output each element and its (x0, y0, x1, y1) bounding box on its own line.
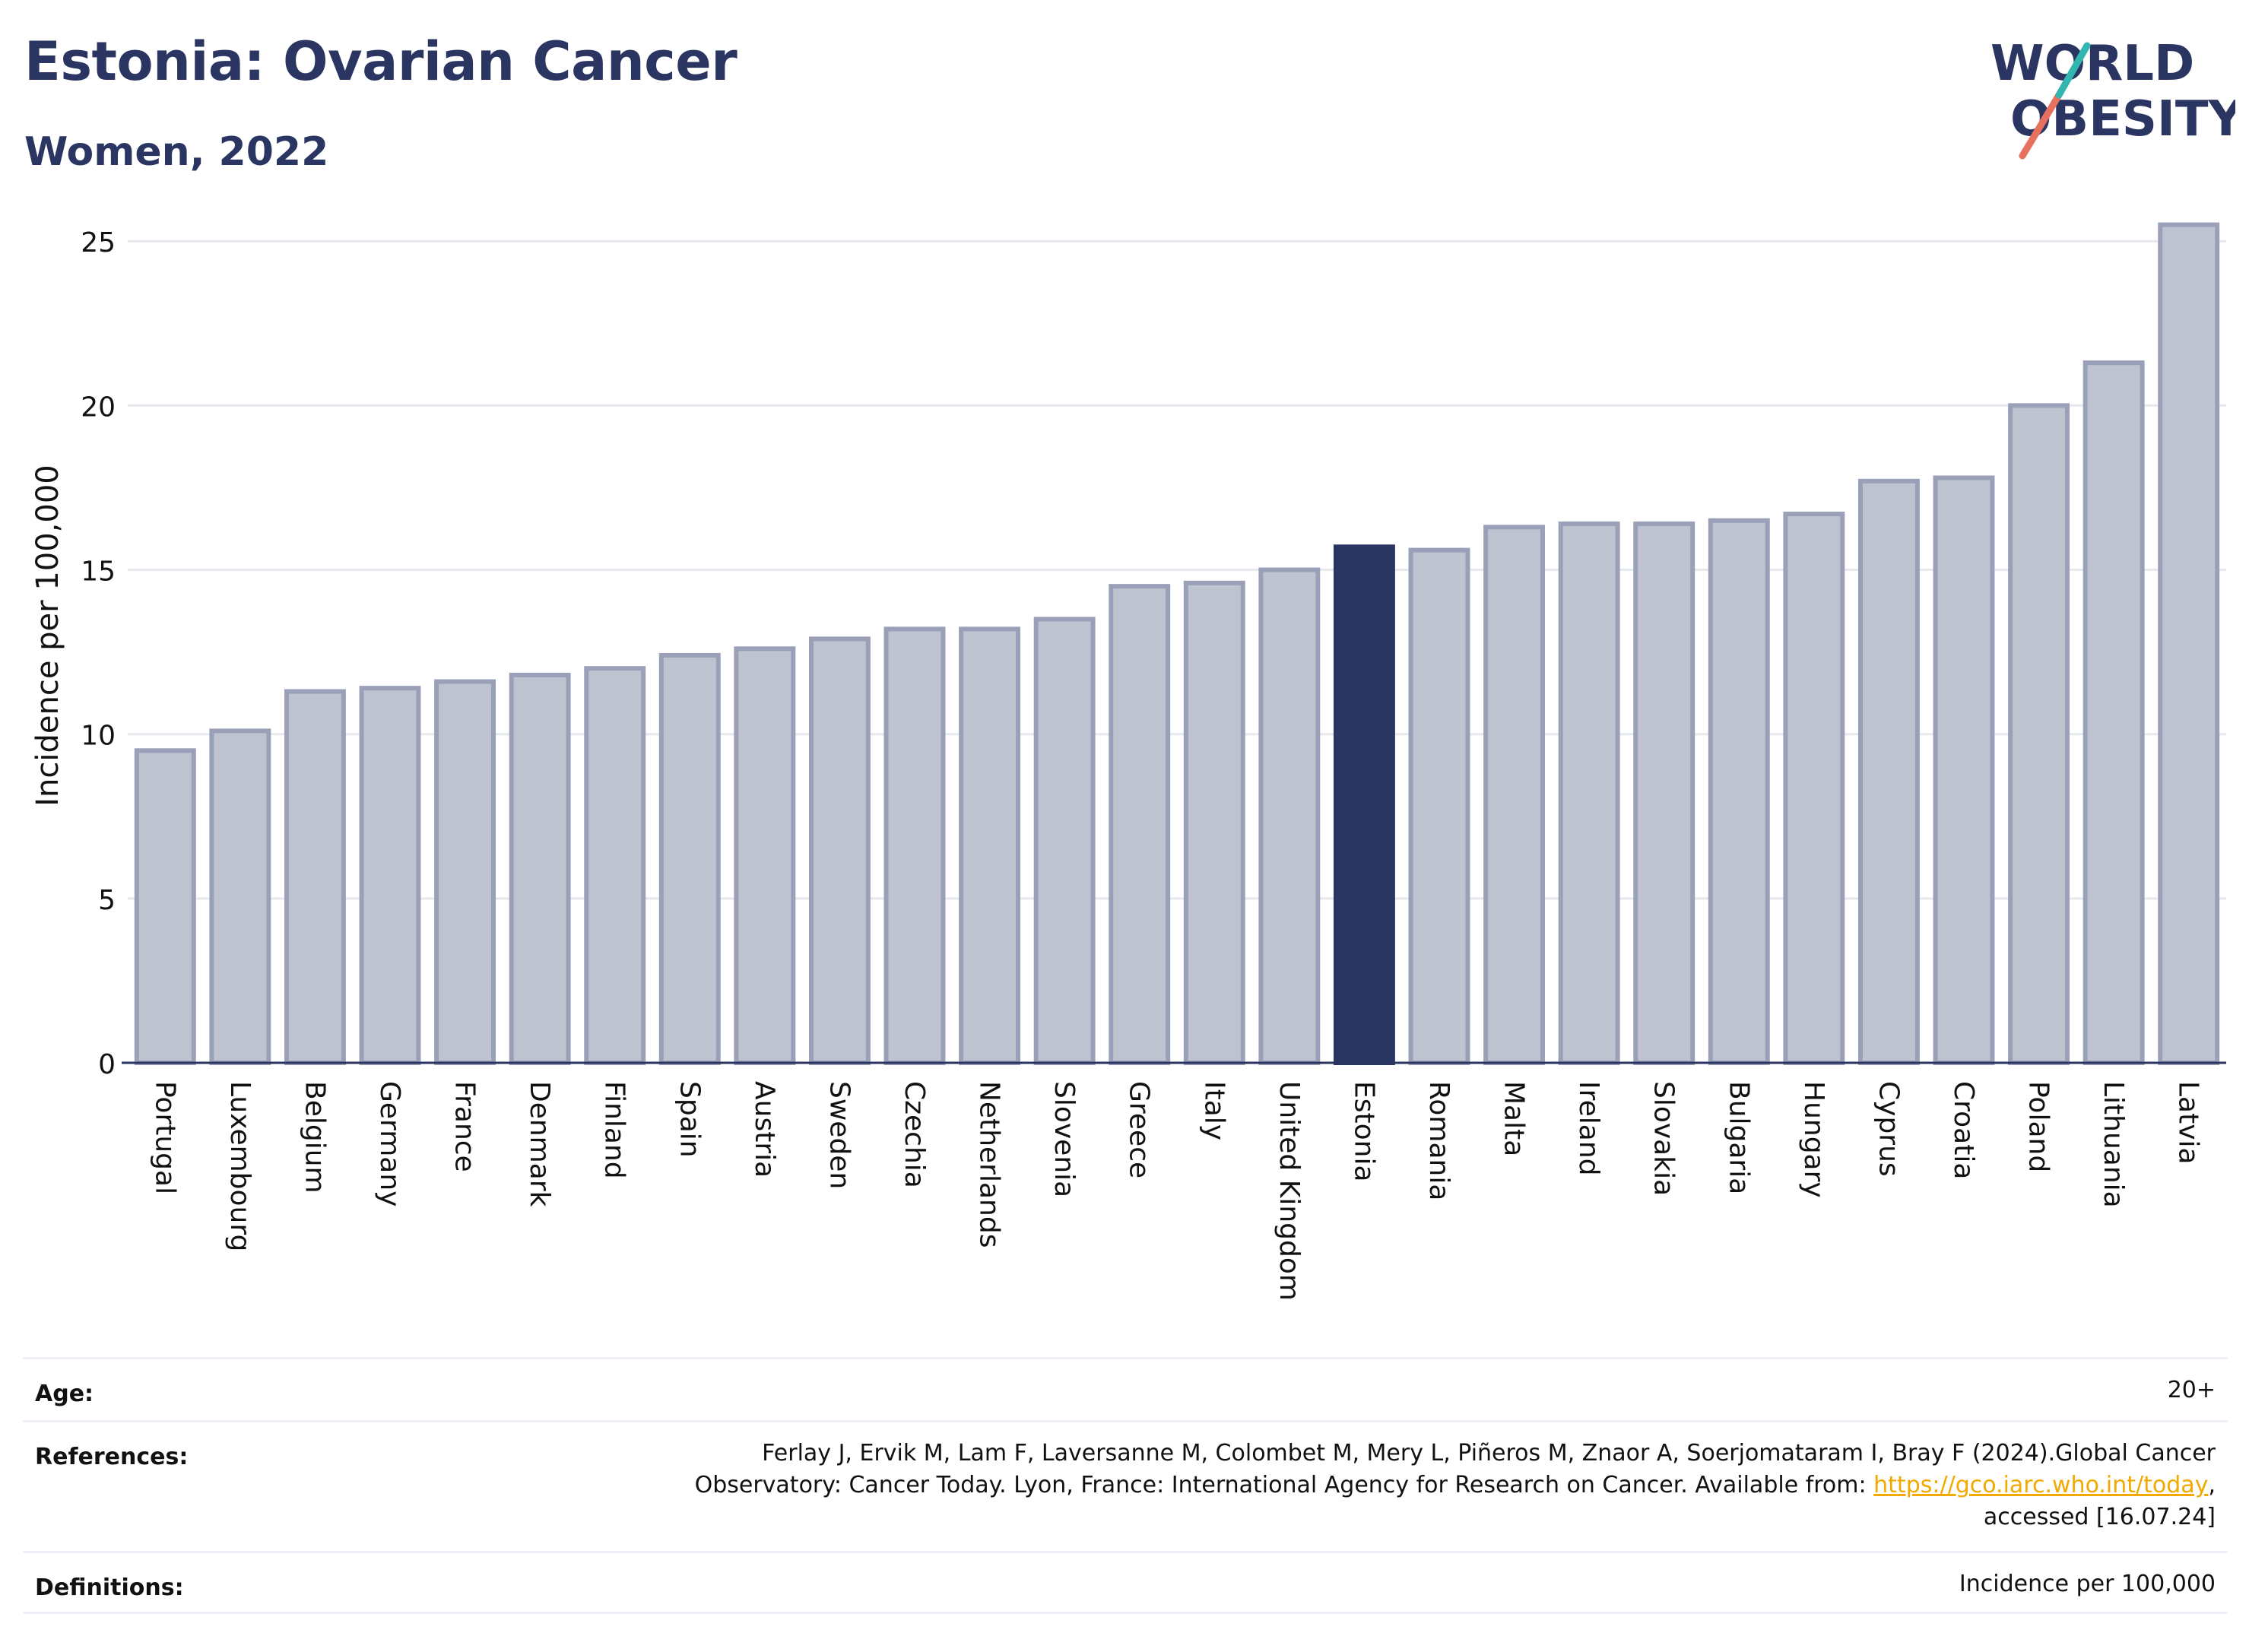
world-obesity-logo: WORLD OBESITY (1990, 36, 2235, 160)
x-tick-label: France (449, 1081, 481, 1172)
bar-slovakia (1633, 522, 1695, 1065)
y-axis-ticks: 0 5 10 15 20 25 (81, 227, 116, 1080)
bar-slovenia (1033, 617, 1096, 1065)
x-tick-label: Luxembourg (224, 1081, 255, 1251)
bar-france (434, 679, 496, 1065)
references-value: Ferlay J, Ervik M, Lam F, Laversanne M, … (695, 1438, 2216, 1533)
y-tick-label: 15 (81, 556, 116, 588)
x-tick-label: Austria (749, 1081, 780, 1178)
bar-ireland (1558, 522, 1620, 1065)
x-tick-label: Sweden (823, 1081, 855, 1189)
bar-germany (359, 686, 421, 1066)
bar-spain (658, 652, 721, 1065)
bar-cyprus (1857, 478, 1920, 1065)
x-tick-label: Czechia (899, 1081, 930, 1188)
x-tick-label: Estonia (1348, 1081, 1379, 1182)
bar-greece (1109, 584, 1171, 1065)
y-tick-label: 0 (98, 1049, 116, 1080)
bar-luxembourg (209, 728, 271, 1065)
y-tick-label: 10 (81, 721, 116, 752)
x-tick-label: Portugal (149, 1081, 180, 1194)
bar-united-kingdom (1258, 567, 1321, 1065)
x-axis-ticks: Portugal Luxembourg Belgium Germany France De… (149, 1081, 2203, 1301)
x-tick-label: Spain (674, 1081, 705, 1158)
bar-lithuania (2082, 360, 2145, 1065)
y-tick-label: 25 (81, 227, 116, 258)
definitions-value: Incidence per 100,000 (1959, 1571, 2216, 1597)
x-tick-label: Germany (374, 1081, 405, 1206)
x-tick-label: Hungary (1798, 1081, 1829, 1198)
x-tick-label: Croatia (1948, 1081, 1979, 1179)
page-subtitle: Women, 2022 (24, 129, 329, 175)
bar-latvia (2158, 222, 2220, 1066)
logo-line1: WORLD (1990, 36, 2194, 92)
x-tick-label: Slovakia (1648, 1081, 1680, 1196)
references-label: References: (35, 1444, 189, 1470)
definitions-row: Definitions: Incidence per 100,000 (23, 1551, 2228, 1614)
bar-hungary (1783, 512, 1845, 1065)
bar-netherlands (959, 626, 1021, 1065)
bar-italy (1183, 580, 1245, 1065)
references-line1: Ferlay J, Ervik M, Lam F, Laversanne M, … (762, 1440, 2216, 1467)
x-tick-label: Romania (1423, 1081, 1454, 1200)
age-value: 20+ (2167, 1377, 2216, 1403)
bar-poland (2008, 403, 2070, 1065)
bar-chart: 0 5 10 15 20 25 Portugal Luxembourg Belgium Germ… (30, 222, 2226, 1301)
x-tick-label: Bulgaria (1723, 1081, 1754, 1194)
age-label: Age: (35, 1381, 94, 1407)
bar-denmark (509, 672, 571, 1066)
x-tick-label: United Kingdom (1274, 1081, 1305, 1301)
definitions-label: Definitions: (35, 1574, 184, 1601)
bar-sweden (808, 636, 871, 1065)
x-tick-label: Belgium (299, 1081, 330, 1194)
bar-portugal (134, 748, 196, 1065)
age-row: Age: 20+ (23, 1357, 2228, 1420)
bar-romania (1408, 547, 1470, 1065)
page-title: Estonia: Ovarian Cancer (24, 30, 738, 93)
x-tick-label: Latvia (2173, 1081, 2204, 1165)
bars (134, 222, 2220, 1066)
x-tick-label: Poland (2023, 1081, 2054, 1172)
bottom-divider (23, 1612, 2228, 1614)
x-tick-label: Netherlands (974, 1081, 1005, 1248)
y-axis-label: Incidence per 100,000 (30, 465, 65, 807)
bar-bulgaria (1708, 518, 1770, 1065)
bar-malta (1483, 525, 1546, 1065)
references-line3: accessed [16.07.24] (1983, 1504, 2216, 1530)
x-tick-label: Greece (1124, 1081, 1155, 1178)
bar-finland (584, 666, 646, 1065)
bar-estonia (1333, 544, 1395, 1065)
references-line2: Observatory: Cancer Today. Lyon, France:… (694, 1472, 2216, 1498)
x-tick-label: Lithuania (2098, 1081, 2129, 1208)
x-tick-label: Ireland (1573, 1081, 1604, 1176)
x-tick-label: Slovenia (1048, 1081, 1080, 1197)
x-tick-label: Finland (599, 1081, 630, 1179)
references-row: References: Ferlay J, Ervik M, Lam F, La… (23, 1420, 2228, 1553)
bar-austria (734, 646, 796, 1065)
y-tick-label: 20 (81, 392, 116, 423)
x-tick-label: Denmark (524, 1081, 555, 1207)
y-tick-label: 5 (98, 885, 116, 916)
bar-czechia (883, 626, 946, 1065)
bar-belgium (284, 689, 346, 1065)
bar-croatia (1933, 475, 1995, 1065)
x-tick-label: Malta (1499, 1081, 1530, 1156)
x-tick-label: Cyprus (1873, 1081, 1904, 1177)
x-tick-label: Italy (1198, 1081, 1229, 1140)
references-link[interactable]: https://gco.iarc.who.int/today (1873, 1472, 2209, 1498)
